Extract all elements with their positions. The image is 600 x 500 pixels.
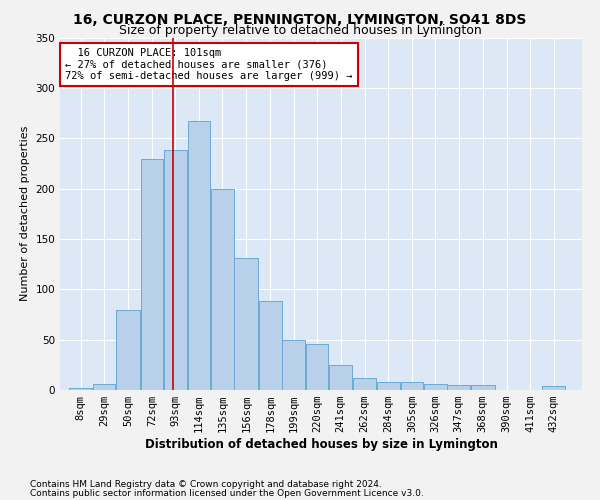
Bar [116, 310, 140, 390]
Bar [164, 150, 187, 390]
Text: 16, CURZON PLACE, PENNINGTON, LYMINGTON, SO41 8DS: 16, CURZON PLACE, PENNINGTON, LYMINGTON,… [73, 12, 527, 26]
Bar [211, 188, 233, 390]
Y-axis label: Number of detached properties: Number of detached properties [20, 126, 30, 302]
Bar [329, 365, 352, 390]
Text: Contains HM Land Registry data © Crown copyright and database right 2024.: Contains HM Land Registry data © Crown c… [30, 480, 382, 489]
X-axis label: Distribution of detached houses by size in Lymington: Distribution of detached houses by size … [145, 438, 497, 451]
Bar [353, 378, 376, 390]
Bar [424, 384, 446, 390]
Bar [235, 258, 258, 390]
Bar [259, 302, 281, 390]
Bar [306, 344, 328, 390]
Bar [401, 382, 423, 390]
Bar [448, 385, 470, 390]
Text: 16 CURZON PLACE: 101sqm
← 27% of detached houses are smaller (376)
72% of semi-d: 16 CURZON PLACE: 101sqm ← 27% of detache… [65, 48, 353, 82]
Bar [93, 384, 115, 390]
Bar [283, 340, 305, 390]
Bar [471, 385, 494, 390]
Text: Size of property relative to detached houses in Lymington: Size of property relative to detached ho… [119, 24, 481, 37]
Bar [188, 121, 210, 390]
Bar [542, 386, 565, 390]
Bar [70, 388, 92, 390]
Bar [141, 160, 163, 390]
Bar [377, 382, 400, 390]
Text: Contains public sector information licensed under the Open Government Licence v3: Contains public sector information licen… [30, 488, 424, 498]
